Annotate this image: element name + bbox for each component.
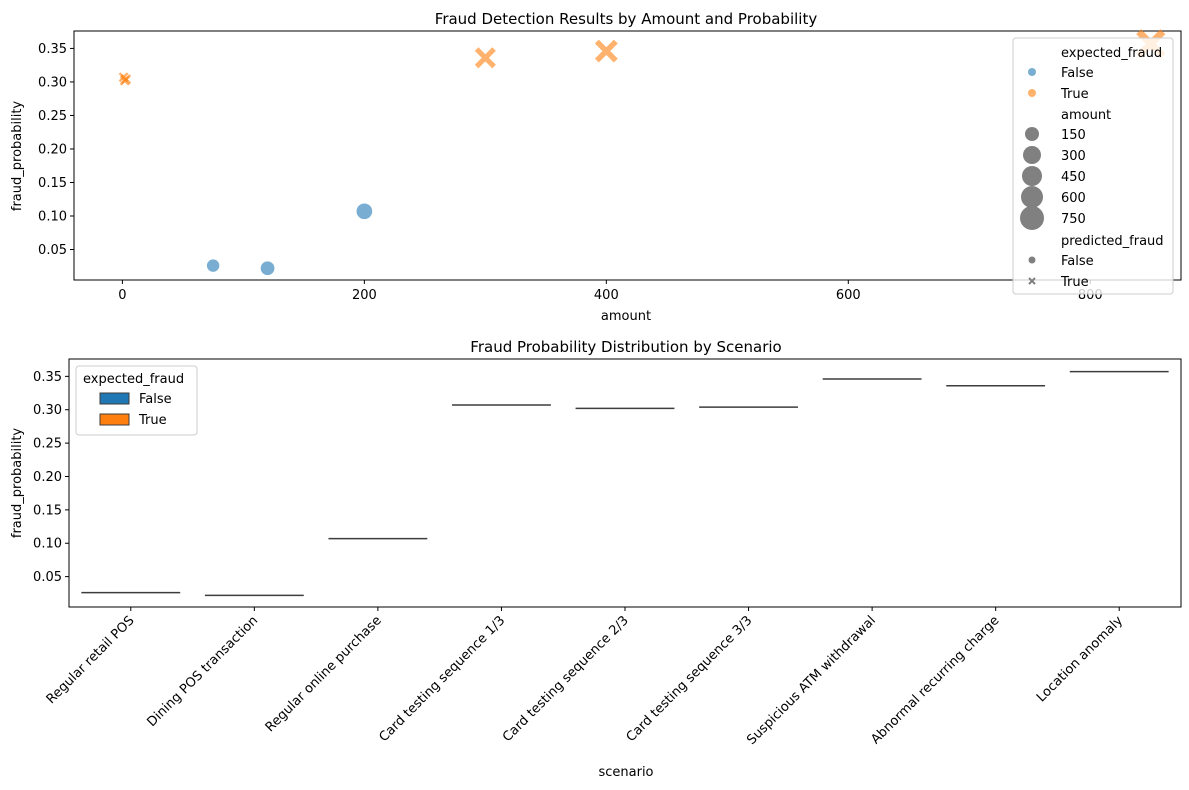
- legend-hue-title: expected_fraud: [1061, 46, 1162, 61]
- scatter-y-label: fraud_probability: [10, 101, 25, 212]
- box-legend-title: expected_fraud: [83, 372, 184, 387]
- legend-size-marker-600: [1021, 186, 1043, 208]
- legend-style-true: True: [1060, 275, 1089, 290]
- scatter-y-tick-label: 0.30: [38, 75, 67, 90]
- legend-size-300: 300: [1061, 149, 1086, 164]
- legend-hue-true: True: [1060, 87, 1089, 102]
- scatter-point-x-marker: [474, 47, 496, 69]
- box-title: Fraud Probability Distribution by Scenar…: [470, 338, 781, 356]
- box-y-tick-label: 0.25: [33, 437, 62, 452]
- scatter-x-ticks: 0 200 400 600 800: [118, 280, 1103, 303]
- scatter-y-tick-label: 0.25: [38, 109, 67, 124]
- legend-size-750: 750: [1061, 212, 1086, 227]
- box-x-ticks: Regular retail POS Dining POS transaction…: [44, 607, 1126, 748]
- scatter-x-tick-label: 200: [352, 288, 377, 303]
- legend-size-450: 450: [1061, 170, 1086, 185]
- box-x-tick-label: Location anomaly: [1034, 613, 1126, 705]
- scatter-x-tick-label: 600: [836, 288, 861, 303]
- box-y-tick-label: 0.15: [33, 503, 62, 518]
- scatter-x-tick-label: 400: [594, 288, 619, 303]
- scatter-x-tick-label: 0: [118, 288, 126, 303]
- scatter-point-x-marker: [594, 39, 618, 63]
- legend-marker-false: [1028, 68, 1036, 76]
- box-y-tick-label: 0.35: [33, 370, 62, 385]
- box-y-tick-label: 0.20: [33, 470, 62, 485]
- box-legend-swatch-true: [99, 413, 130, 426]
- legend-style-marker-true: [1028, 277, 1036, 285]
- scatter-chart: Fraud Detection Results by Amount and Pr…: [10, 10, 1182, 324]
- scatter-point: [259, 260, 276, 276]
- legend-size-marker-750: [1020, 206, 1044, 230]
- box-legend-swatch-false: [99, 392, 130, 405]
- box-x-tick-label: Regular online purchase: [263, 613, 385, 735]
- scatter-legend: expected_fraud False True amount 150 300…: [1012, 37, 1174, 295]
- box-legend-true: True: [138, 413, 167, 428]
- scatter-title: Fraud Detection Results by Amount and Pr…: [435, 10, 818, 28]
- scatter-points: [118, 29, 1166, 276]
- box-x-tick-label: Card testing sequence 1/3: [376, 613, 508, 745]
- legend-size-marker-150: [1025, 127, 1039, 141]
- scatter-point-x-marker: [120, 74, 132, 85]
- legend-style-title: predicted_fraud: [1061, 234, 1164, 249]
- box-x-tick-label: Suspicious ATM withdrawal: [744, 613, 879, 748]
- legend-style-false: False: [1061, 254, 1094, 269]
- box-legend-false: False: [139, 392, 172, 407]
- legend-style-marker-false: [1028, 256, 1036, 264]
- legend-size-title: amount: [1061, 108, 1111, 123]
- box-y-tick-label: 0.05: [33, 570, 62, 585]
- legend-hue-false: False: [1061, 66, 1094, 81]
- box-x-label: scenario: [598, 765, 653, 780]
- box-x-tick-label: Card testing sequence 2/3: [500, 613, 632, 745]
- legend-size-marker-300: [1023, 146, 1041, 164]
- box-marks: [81, 370, 1169, 597]
- legend-size-150: 150: [1061, 128, 1086, 143]
- scatter-legend-frame: [1012, 37, 1174, 295]
- box-y-tick-label: 0.10: [33, 537, 62, 552]
- box-legend: expected_fraud False True: [75, 365, 198, 436]
- scatter-x-label: amount: [601, 309, 651, 324]
- box-x-tick-label: Regular retail POS: [44, 613, 138, 707]
- legend-size-600: 600: [1061, 191, 1086, 206]
- legend-marker-true: [1028, 89, 1036, 97]
- legend-size-marker-450: [1022, 166, 1042, 186]
- box-y-tick-label: 0.30: [33, 403, 62, 418]
- scatter-point: [355, 202, 374, 220]
- scatter-y-tick-label: 0.10: [38, 209, 67, 224]
- box-y-ticks: 0.05 0.10 0.15 0.20 0.25 0.30 0.35: [33, 370, 69, 585]
- scatter-y-tick-label: 0.20: [38, 142, 67, 157]
- box-axes-frame: [68, 358, 1182, 608]
- box-y-label: fraud_probability: [10, 428, 25, 539]
- box-x-tick-label: Abnormal recurring charge: [868, 613, 1002, 747]
- box-x-tick-label: Dining POS transaction: [144, 613, 261, 730]
- scatter-y-tick-label: 0.35: [38, 42, 67, 57]
- box-x-tick-label: Card testing sequence 3/3: [624, 613, 756, 745]
- scatter-axes-frame: [73, 30, 1182, 281]
- box-chart: Fraud Probability Distribution by Scenar…: [10, 338, 1182, 780]
- scatter-y-tick-label: 0.15: [38, 176, 67, 191]
- scatter-y-tick-label: 0.05: [38, 243, 67, 258]
- scatter-point: [206, 258, 221, 273]
- scatter-y-ticks: 0.05 0.10 0.15 0.20 0.25 0.30 0.35: [38, 42, 74, 258]
